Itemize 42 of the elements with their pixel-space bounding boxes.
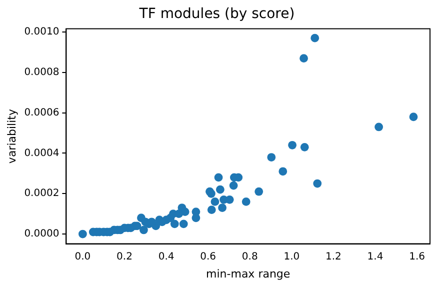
point (267, 153, 276, 162)
x-tick-label: 0.4 (158, 251, 174, 262)
point (78, 230, 87, 238)
x-tick-label: 1.0 (284, 251, 300, 262)
x-tick-label: 0.6 (200, 251, 216, 262)
y-axis-title: variability (5, 108, 18, 164)
point (207, 206, 216, 214)
point (140, 226, 148, 234)
y-tick-label: 0.0010 (24, 26, 60, 38)
y-tick-label: 0.0002 (24, 188, 60, 200)
point (218, 204, 226, 212)
y-tick-label: 0.0000 (24, 228, 60, 240)
point (229, 181, 238, 190)
point (288, 140, 296, 150)
point (278, 167, 288, 176)
x-tick-label: 0.8 (242, 251, 258, 262)
point (170, 220, 179, 228)
point (310, 34, 320, 42)
point (242, 198, 250, 206)
point (300, 54, 308, 62)
x-tick-label: 0.0 (74, 251, 91, 262)
y-tick-label: 0.0006 (24, 107, 60, 118)
point (192, 214, 200, 222)
point (214, 173, 223, 182)
point (374, 122, 384, 132)
x-tick-label: 1.2 (326, 251, 342, 262)
point (254, 187, 264, 196)
point (210, 198, 220, 206)
chart-title: TF modules (by score) (138, 6, 295, 22)
point (300, 142, 309, 152)
x-tick-label: 1.4 (367, 251, 384, 262)
point (313, 179, 322, 188)
point (179, 220, 188, 228)
y-tick-label: 0.0004 (24, 148, 60, 159)
point (409, 112, 418, 122)
point (216, 185, 224, 194)
x-axis-title: min-max range (206, 267, 290, 280)
point (174, 210, 184, 218)
y-tick-label: 0.0008 (24, 67, 60, 78)
x-tick-label: 1.6 (409, 251, 425, 262)
point (166, 214, 175, 222)
x-tick-label: 0.2 (116, 251, 132, 262)
